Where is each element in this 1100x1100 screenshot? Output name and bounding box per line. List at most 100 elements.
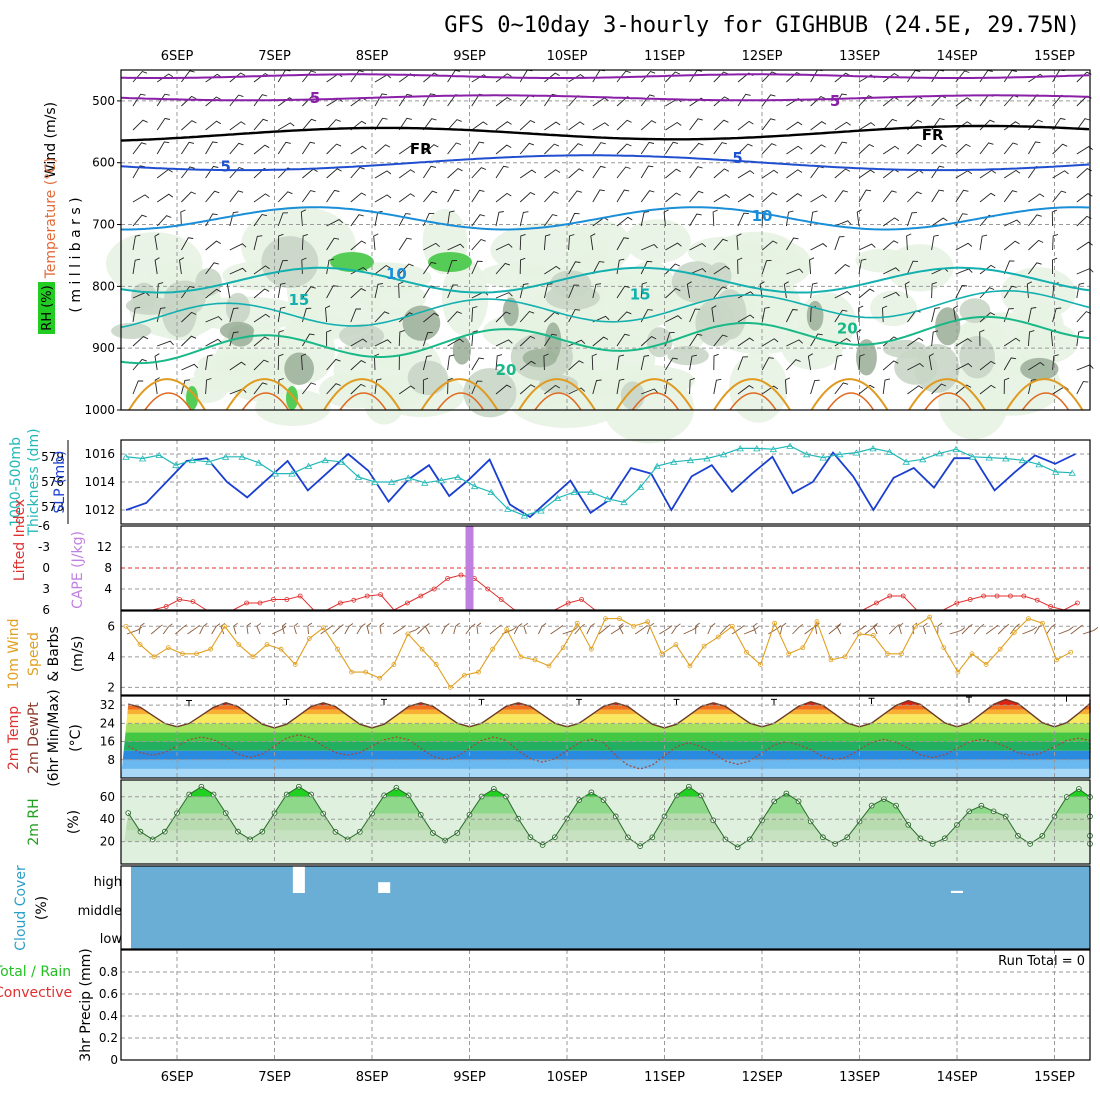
date-label-top: 15SEP	[1034, 49, 1075, 64]
pressure-axis: 500 600 700 800 900 1000	[84, 94, 121, 417]
upper-wind-barb	[641, 243, 658, 251]
upper-wind-barb	[616, 354, 625, 371]
wind-barb	[836, 623, 842, 635]
wind-panel: 6 4 2 10m Wind Speed & Barbs (m/s)	[6, 610, 1099, 696]
upper-wind-barb	[471, 167, 487, 179]
thickness-line	[125, 445, 1073, 517]
upper-wind-barb	[689, 354, 697, 371]
rh-shade-mid	[261, 236, 319, 288]
upper-wind-barb	[156, 117, 170, 131]
upper-wind-barb	[689, 142, 704, 155]
thickness-tick: 573	[41, 500, 64, 514]
upper-wind-barb	[955, 384, 972, 395]
upper-wind-barb	[180, 209, 186, 227]
upper-wind-barb	[761, 169, 779, 179]
temp-label-c: (6hr Min/Max)	[46, 689, 62, 786]
wind-barb	[610, 625, 624, 635]
upper-wind-barb	[229, 211, 239, 227]
contour-25	[518, 378, 596, 411]
upper-wind-barb	[302, 168, 318, 179]
upper-wind-barb	[447, 260, 458, 275]
wind-barb	[320, 624, 334, 635]
rh-shade-mid	[646, 327, 673, 358]
upper-wind-barb	[761, 357, 774, 371]
cloud-series: high middle low	[78, 866, 1090, 949]
upper-wind-barb	[955, 143, 971, 155]
upper-wind-barb	[882, 360, 899, 371]
upper-wind-barb	[1052, 354, 1059, 371]
upper-wind-barb	[495, 292, 513, 299]
wind-barb	[441, 623, 450, 635]
upper-wind-barb	[590, 233, 596, 251]
upper-wind-barb	[882, 168, 899, 179]
upper-wind-barb	[156, 73, 174, 83]
upper-wind-barb	[253, 265, 270, 275]
upper-wind-barb	[810, 379, 820, 395]
upper-wind-barb	[471, 380, 483, 395]
upper-wind-barb	[423, 93, 436, 107]
upper-wind-barb	[1028, 262, 1042, 275]
upper-wind-barb	[132, 194, 150, 203]
contour-label: 10	[752, 207, 773, 225]
precip-grid: 0.8 0.6 0.4 0.2 0	[99, 950, 1090, 1067]
upper-wind-barb	[544, 265, 561, 275]
cloud-label-b: (%)	[34, 896, 50, 920]
upper-wind-barb	[786, 169, 803, 179]
wind-barb	[476, 622, 482, 635]
upper-wind-barb	[882, 378, 891, 395]
wind-barb	[138, 622, 145, 635]
upper-wind-barb	[350, 145, 367, 155]
rh-shade-mid	[914, 343, 960, 393]
upper-wind-barb	[519, 169, 537, 179]
cape-tick: 12	[97, 540, 112, 554]
upper-wind-barb	[154, 233, 160, 251]
upper-wind-barb	[1004, 219, 1021, 227]
contour-25	[615, 378, 694, 411]
wind-frame	[120, 610, 1091, 696]
upper-wind-barb	[640, 94, 655, 107]
contour-label: FR	[922, 126, 944, 144]
upper-wind-barb	[713, 71, 729, 83]
date-label-bottom: 7SEP	[258, 1070, 291, 1085]
upper-wind-barb	[253, 288, 270, 299]
date-label-top: 7SEP	[258, 49, 291, 64]
upper-wind-barb	[640, 190, 655, 203]
wind-label-a: 10m Wind	[6, 618, 22, 689]
temperature-band	[121, 768, 1090, 778]
upper-wind-barb	[834, 236, 845, 251]
upper-wind-barb	[374, 283, 383, 299]
wind-barb	[719, 623, 731, 635]
upper-wind-barb	[374, 74, 392, 83]
upper-wind-barb	[1076, 311, 1092, 323]
lifted-tick: -6	[38, 519, 50, 533]
wind-barb	[1046, 623, 1056, 635]
upper-wind-barb	[1003, 260, 1015, 275]
upper-wind-barb	[277, 306, 286, 323]
upper-wind-barb	[931, 69, 944, 83]
upper-wind-barb	[882, 217, 900, 227]
upper-wind-barb	[229, 307, 239, 323]
upper-wind-barb	[423, 144, 439, 155]
upper-wind-barb	[374, 311, 390, 323]
upper-wind-barb	[519, 283, 529, 299]
upper-wind-barb	[519, 233, 526, 251]
upper-wind-barb	[689, 213, 702, 227]
contour-30	[144, 392, 192, 411]
upper-wind-barb	[1052, 190, 1067, 203]
upper-wind-barb	[543, 353, 549, 371]
upper-wind-barb	[495, 211, 504, 227]
upper-wind-barb	[906, 212, 918, 227]
cape-bar	[465, 526, 474, 610]
upper-wind-barb	[955, 285, 968, 299]
upper-wind-barb	[834, 190, 849, 203]
upper-label-millibars: ( m i l l i b a r s )	[68, 197, 84, 312]
tick-label: 700	[92, 218, 115, 232]
upper-wind-barb	[640, 141, 655, 155]
rh-shade-high	[186, 386, 198, 410]
upper-wind-barb	[834, 264, 850, 275]
rh-grid: 60 40 20	[100, 780, 1090, 864]
wind-barb	[618, 623, 624, 635]
upper-wind-barb	[761, 259, 772, 275]
upper-wind-barb	[277, 122, 295, 131]
upper-wind-barb	[350, 70, 364, 83]
